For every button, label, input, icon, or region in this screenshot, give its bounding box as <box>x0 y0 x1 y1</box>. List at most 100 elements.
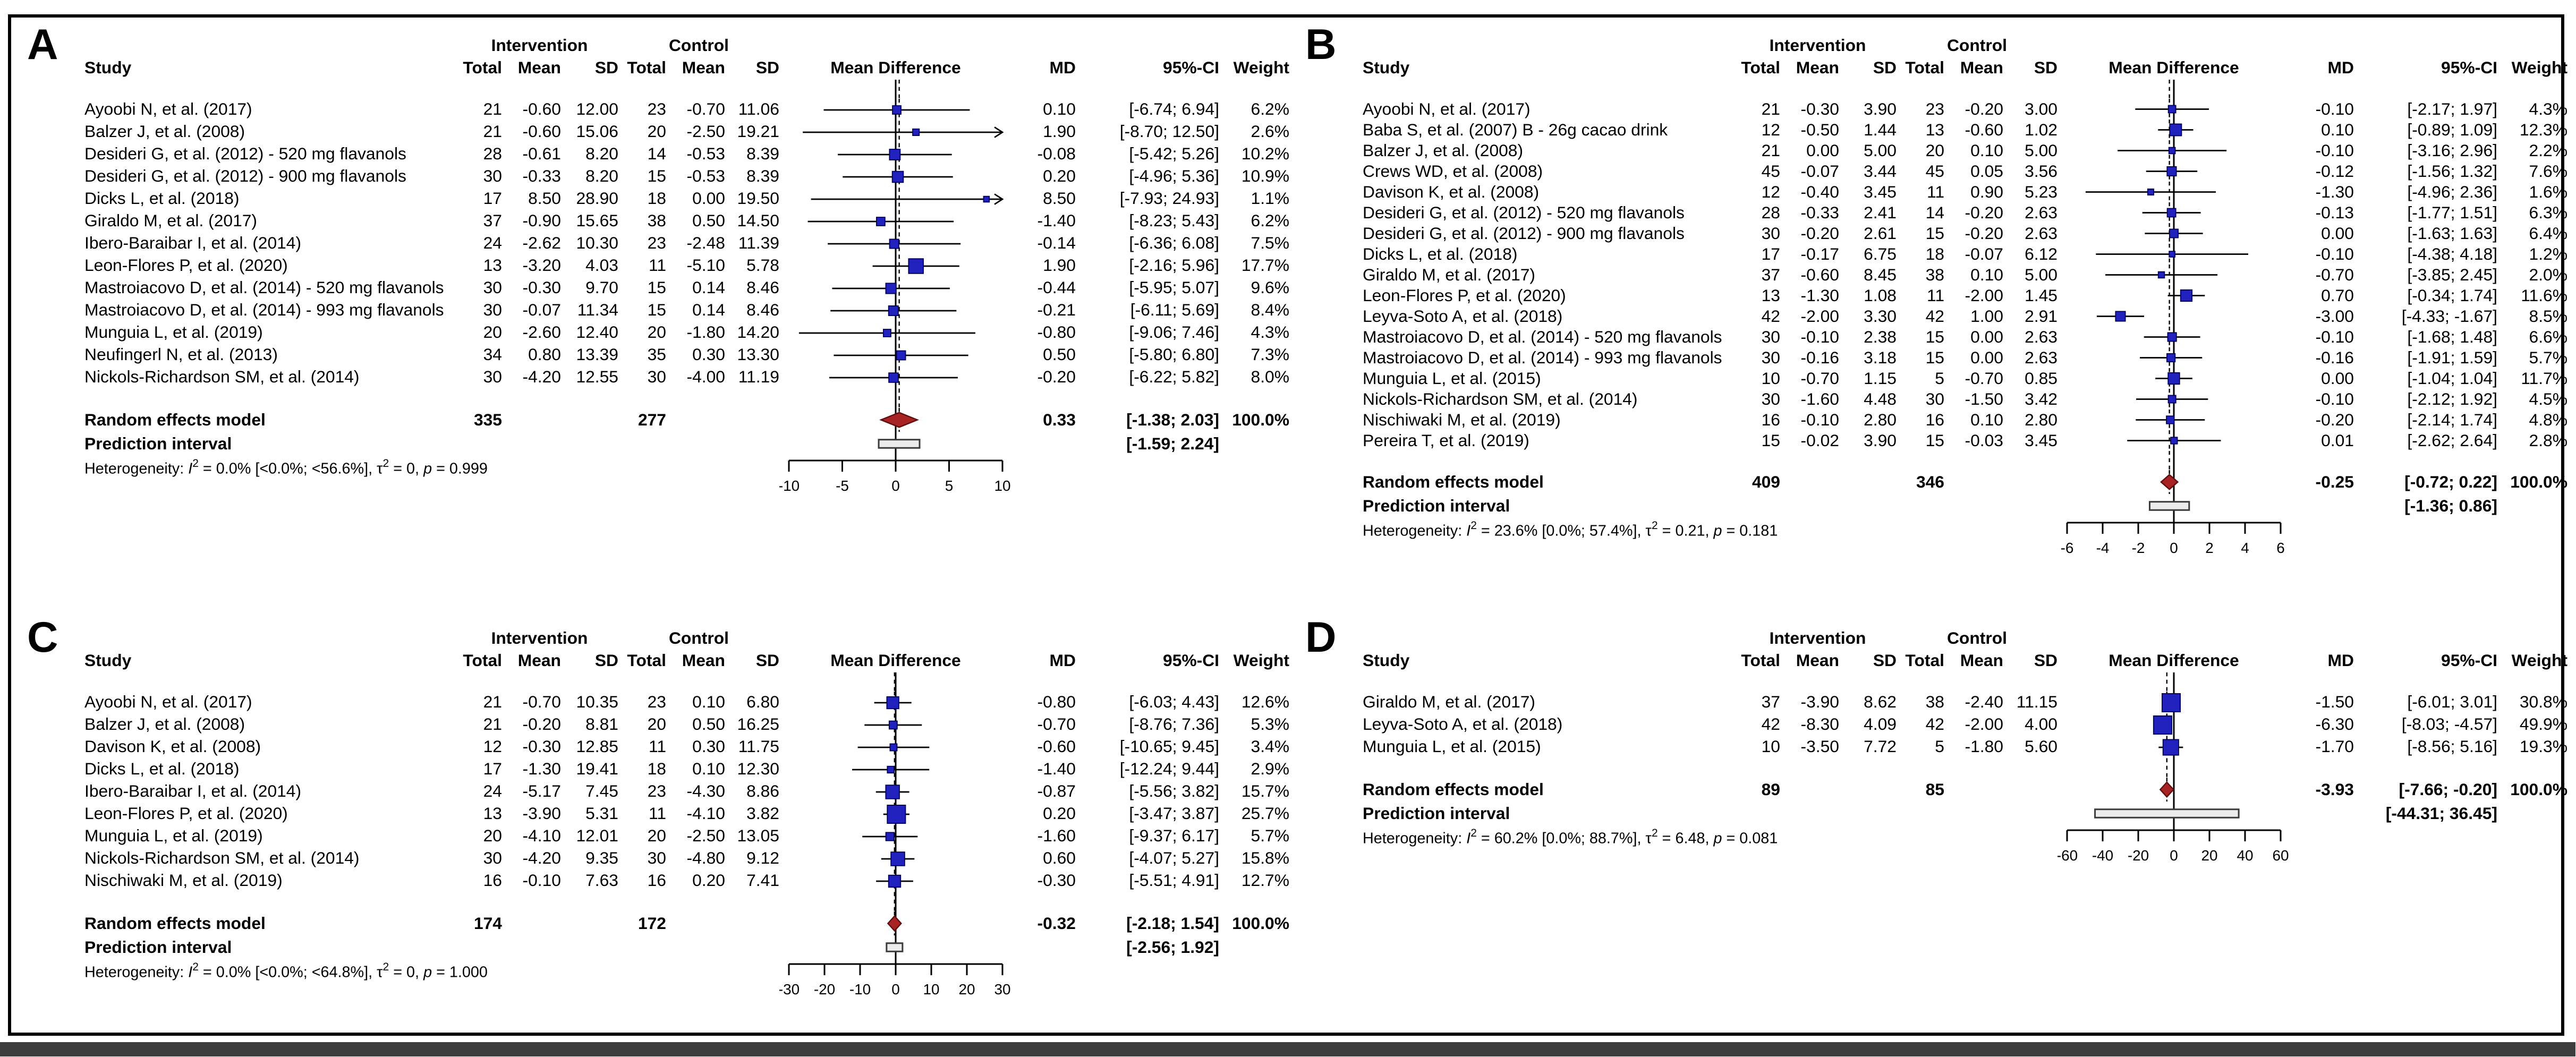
intervention-mean: -0.02 <box>1800 431 1839 450</box>
plot-cell <box>2058 470 2290 494</box>
study-name: Balzer J, et al. (2008) <box>1363 141 1524 160</box>
intervention-mean: -0.10 <box>1800 327 1839 347</box>
weight-value: 30.8% <box>2519 693 2568 712</box>
forest-row-plot <box>2144 327 2200 347</box>
intervention-sd: 10.30 <box>576 234 618 253</box>
effect-square <box>2161 693 2181 712</box>
x-axis: -10 -5 0 5 10 <box>779 456 1011 494</box>
summary-label: Random effects model <box>84 914 266 933</box>
study-row: Nickols-Richardson SM, et al. (2014) 30 -4… <box>84 848 1289 870</box>
forest-row-plot <box>875 781 909 803</box>
intervention-sd: 12.40 <box>576 323 618 343</box>
weight-value: 12.6% <box>1241 693 1289 712</box>
md-value: -0.10 <box>2315 244 2354 264</box>
group-header-row: Intervention Control <box>84 35 1289 56</box>
col-header-intervention-sd: SD <box>594 58 618 78</box>
summary-diamond <box>887 915 902 932</box>
intervention-mean: -0.60 <box>522 123 561 142</box>
study-row: Munguia L, et al. (2019) 20 -4.10 12.01 20 -2… <box>84 825 1289 848</box>
md-value: -0.21 <box>1037 301 1076 320</box>
intervention-sd: 8.45 <box>1864 265 1897 285</box>
md-value: -0.87 <box>1037 782 1076 802</box>
control-sd: 8.46 <box>746 279 779 298</box>
intervention-total: 17 <box>1761 244 1780 264</box>
ci-value: [-8.70; 12.50] <box>1119 123 1219 142</box>
plot-spacer <box>894 672 897 692</box>
weight-value: 7.6% <box>2529 161 2568 181</box>
control-sd: 11.15 <box>2016 693 2058 712</box>
study-row: Crews WD, et al. (2008) 45 -0.07 3.44 45 0.05… <box>1363 161 2568 182</box>
intervention-mean: -1.60 <box>1800 389 1839 409</box>
summary-intervention-total: 409 <box>1752 472 1780 492</box>
col-header-md: MD <box>2327 58 2354 78</box>
control-mean: -0.07 <box>1965 244 2003 264</box>
summary-control-total: 85 <box>1925 780 1944 799</box>
study-name: Davison K, et al. (2008) <box>1363 182 1540 202</box>
md-value: -0.20 <box>1037 368 1076 387</box>
control-mean: -0.70 <box>1965 369 2003 388</box>
intervention-mean: -0.61 <box>522 145 561 164</box>
control-mean: 0.00 <box>1970 348 2003 368</box>
intervention-sd: 6.75 <box>1864 244 1897 264</box>
forest-row-plot <box>2135 99 2209 120</box>
control-mean: 0.10 <box>1970 265 2003 285</box>
control-total: 20 <box>647 123 666 142</box>
study-name: Pereira T, et al. (2019) <box>1363 431 1529 450</box>
prediction-plot <box>886 935 904 959</box>
ci-value: [-1.77; 1.51] <box>2407 203 2497 223</box>
md-value: 0.10 <box>2321 120 2354 140</box>
study-row: Leyva-Soto A, et al. (2018) 42 -2.00 3.30 42… <box>1363 306 2568 327</box>
study-name: Nickols-Richardson SM, et al. (2014) <box>84 368 360 387</box>
forest-row-plot <box>2136 389 2208 410</box>
plot-cell <box>779 389 1012 408</box>
x-axis: -6 -4 -2 0 2 4 6 <box>2061 518 2285 556</box>
het-segment: = 0.0% [<0.0%; <64.8%], <box>198 964 377 982</box>
intervention-sd: 4.03 <box>585 257 618 276</box>
weight-value: 11.6% <box>2521 286 2568 305</box>
axis-tick-label: -10 <box>849 981 871 998</box>
control-sd: 5.78 <box>746 257 779 276</box>
forest-row-plot <box>2142 202 2201 223</box>
md-value: -0.44 <box>1037 279 1076 298</box>
forest-row-plot <box>852 758 930 781</box>
intervention-mean: -8.30 <box>1800 715 1839 735</box>
effect-square <box>2169 228 2179 238</box>
col-header-intervention-mean: Mean <box>1796 58 1839 78</box>
axis-tick-label: 30 <box>994 981 1010 998</box>
control-mean: 0.30 <box>692 346 725 365</box>
effect-square <box>888 874 902 888</box>
intervention-sd: 2.41 <box>1864 203 1897 223</box>
spacer-row <box>1363 451 2568 470</box>
axis-tick-label: 0 <box>891 478 900 494</box>
control-total: 15 <box>1925 431 1944 450</box>
summary-weight: 100.0% <box>1232 914 1289 933</box>
intervention-mean: -0.20 <box>522 715 561 735</box>
study-name: Ayoobi N, et al. (2017) <box>84 693 252 712</box>
intervention-sd: 3.90 <box>1864 431 1897 450</box>
control-total: 15 <box>647 167 666 186</box>
col-header-mean-difference: Mean Difference <box>2109 58 2239 78</box>
col-header-intervention-total: Total <box>463 58 502 78</box>
weight-value: 9.6% <box>1251 279 1289 298</box>
plot-cell <box>779 188 1012 210</box>
effect-square <box>2166 166 2177 177</box>
study-row: Dicks L, et al. (2018) 17 -1.30 19.41 18 0.10… <box>84 758 1289 781</box>
ci-value: [-1.04; 1.04] <box>2407 369 2497 388</box>
intervention-mean: -4.10 <box>522 827 561 846</box>
plot-cell <box>2058 327 2290 347</box>
het-segment: p <box>1713 523 1722 541</box>
forest-row-plot <box>2167 285 2205 306</box>
summary-label: Random effects model <box>1363 472 1544 492</box>
axis-tick-label: -40 <box>2092 847 2113 864</box>
het-segment: = 0, <box>389 964 424 982</box>
plot-cell <box>2058 223 2290 244</box>
plot-cell <box>2058 410 2290 430</box>
effect-square <box>983 195 990 203</box>
group-header-row: Intervention Control <box>84 628 1289 649</box>
intervention-mean: -0.40 <box>1800 182 1839 202</box>
md-value: 0.00 <box>2321 369 2354 388</box>
effect-square <box>890 851 905 866</box>
column-header-row: Study Total Mean SD Total Mean SD Mean Differen… <box>84 649 1289 672</box>
intervention-total: 13 <box>1761 286 1780 305</box>
intervention-total: 30 <box>483 301 502 320</box>
